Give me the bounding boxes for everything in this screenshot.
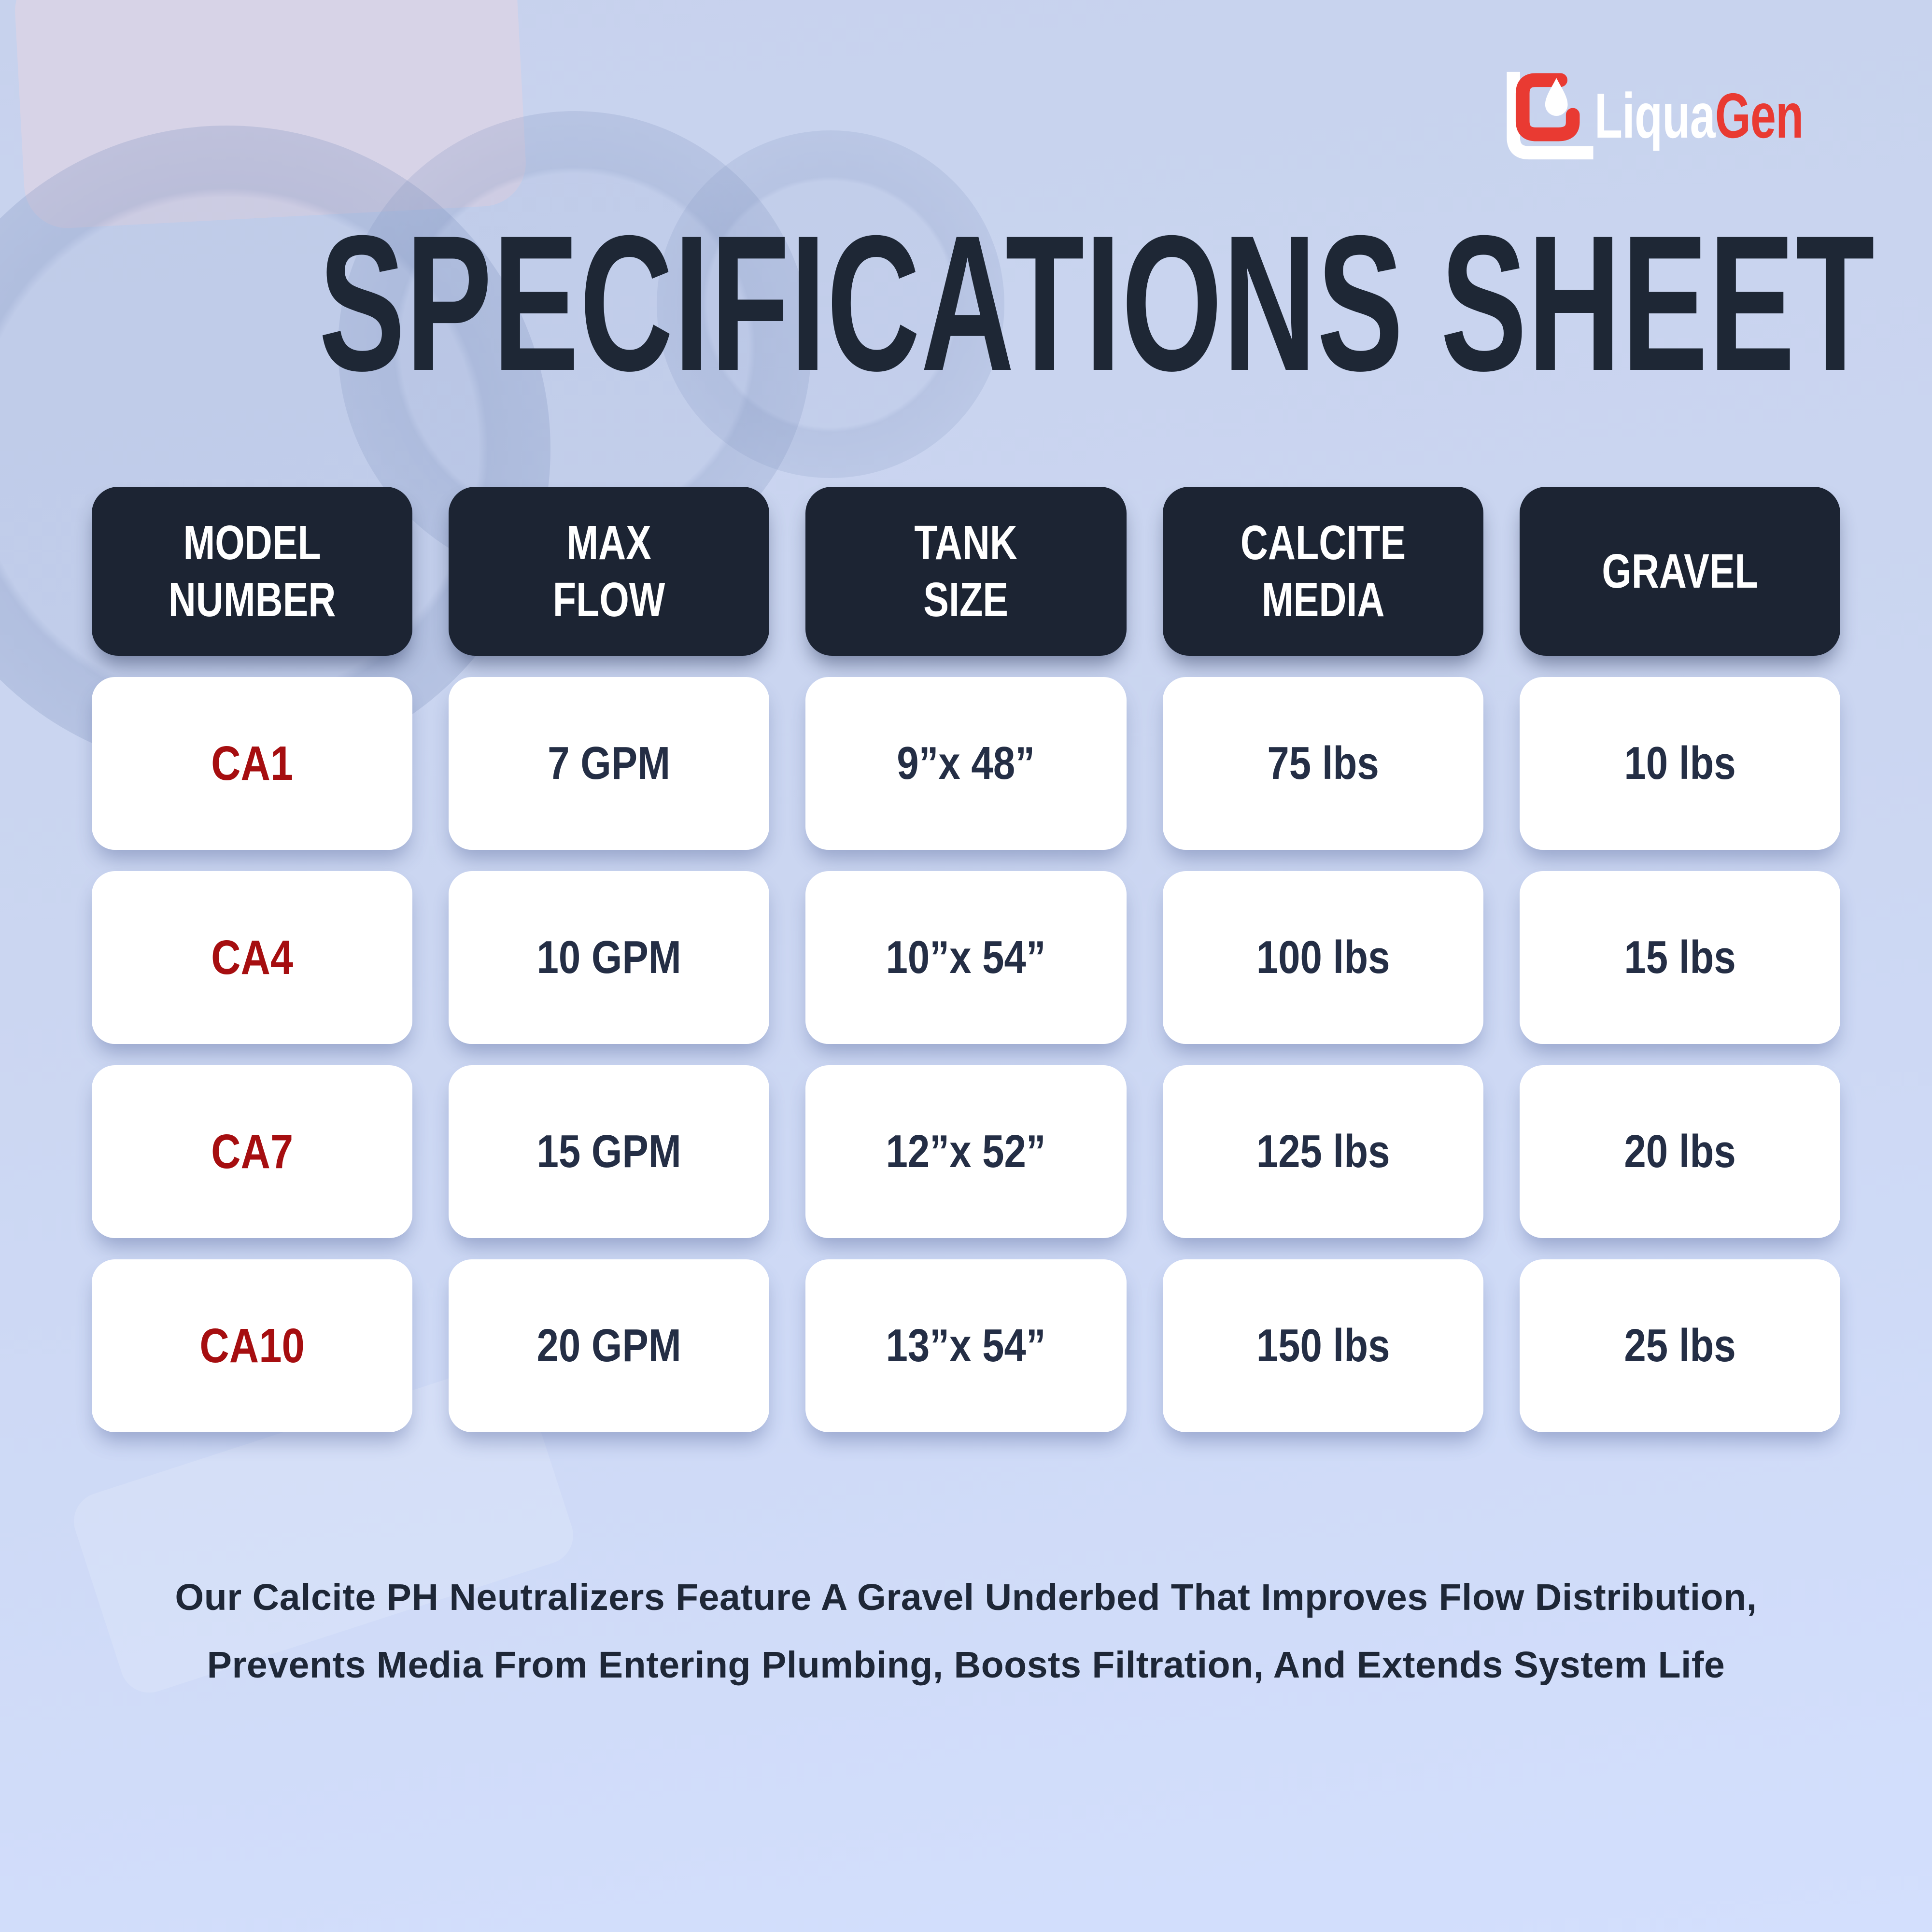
gravel-value: 15 lbs [1624,931,1736,983]
gravel-value: 10 lbs [1624,737,1736,789]
header-line: TANK [914,516,1018,570]
header-line: CALCITE [1240,516,1406,570]
calcite-media-value: 125 lbs [1256,1126,1390,1177]
cell-tank-size: 13”x 54” [805,1259,1127,1432]
footnote: Our Calcite PH Neutralizers Feature A Gr… [72,1564,1860,1699]
cell-max-flow: 20 GPM [449,1259,770,1432]
logo-wordmark: LiquaGen [1594,84,1804,148]
cell-gravel: 25 lbs [1519,1259,1840,1432]
cell-calcite-media: 100 lbs [1162,871,1483,1044]
header-label: MAX FLOW [482,514,736,628]
header-label: TANK SIZE [839,514,1093,628]
cell-tank-size: 12”x 52” [805,1065,1127,1238]
calcite-media-value: 150 lbs [1256,1320,1390,1371]
model-number: CA10 [199,1318,305,1373]
header-cell-tank-size: TANK SIZE [805,487,1127,656]
cell-model: CA4 [92,871,413,1044]
page-title: SPECIFICATIONS SHEET [319,195,1876,411]
logo-text-gen: Gen [1715,80,1804,151]
gravel-value: 25 lbs [1624,1320,1736,1371]
spec-table: MODEL NUMBER MAX FLOW TANK SIZE CALCITE … [92,487,1840,1432]
header-cell-gravel: GRAVEL [1519,487,1840,656]
cell-gravel: 20 lbs [1519,1065,1840,1238]
calcite-media-value: 100 lbs [1256,931,1390,983]
header-line: MEDIA [1261,573,1384,627]
model-number: CA4 [211,930,294,985]
header-line: MAX [566,516,652,570]
liquagen-logo: LiquaGen [1495,67,1885,165]
header-cell-calcite-media: CALCITE MEDIA [1162,487,1483,656]
header-cell-model-number: MODEL NUMBER [92,487,413,656]
cell-gravel: 15 lbs [1519,871,1840,1044]
tank-size-value: 12”x 52” [886,1126,1046,1177]
cell-max-flow: 15 GPM [449,1065,770,1238]
max-flow-value: 7 GPM [548,737,671,789]
max-flow-value: 10 GPM [536,931,681,983]
logo-text-liqua: Liqua [1594,80,1716,151]
model-number: CA7 [211,1124,294,1179]
cell-tank-size: 10”x 54” [805,871,1127,1044]
tank-size-value: 9”x 48” [897,737,1035,789]
cell-model: CA7 [92,1065,413,1238]
calcite-media-value: 75 lbs [1267,737,1379,789]
tank-size-value: 13”x 54” [886,1320,1046,1371]
header-label: CALCITE MEDIA [1196,514,1450,628]
max-flow-value: 15 GPM [536,1126,681,1177]
header-line: MODEL [183,516,321,570]
header-line: NUMBER [168,573,336,627]
cell-tank-size: 9”x 48” [805,677,1127,850]
header-line: GRAVEL [1602,544,1758,598]
cell-calcite-media: 150 lbs [1162,1259,1483,1432]
cell-calcite-media: 125 lbs [1162,1065,1483,1238]
header-label: GRAVEL [1553,543,1807,600]
header-label: MODEL NUMBER [126,514,379,628]
cell-max-flow: 10 GPM [449,871,770,1044]
cell-gravel: 10 lbs [1519,677,1840,850]
header-line: SIZE [923,573,1009,627]
header-cell-max-flow: MAX FLOW [449,487,770,656]
cell-model: CA10 [92,1259,413,1432]
model-number: CA1 [211,736,294,790]
footnote-line: Our Calcite PH Neutralizers Feature A Gr… [175,1577,1757,1618]
cell-max-flow: 7 GPM [449,677,770,850]
gravel-value: 20 lbs [1624,1126,1736,1177]
tank-size-value: 10”x 54” [886,931,1046,983]
footnote-line: Prevents Media From Entering Plumbing, B… [207,1644,1725,1686]
cell-calcite-media: 75 lbs [1162,677,1483,850]
header-line: FLOW [553,573,665,627]
cell-model: CA1 [92,677,413,850]
water-drop-lc-icon [1507,71,1594,160]
max-flow-value: 20 GPM [536,1320,681,1371]
